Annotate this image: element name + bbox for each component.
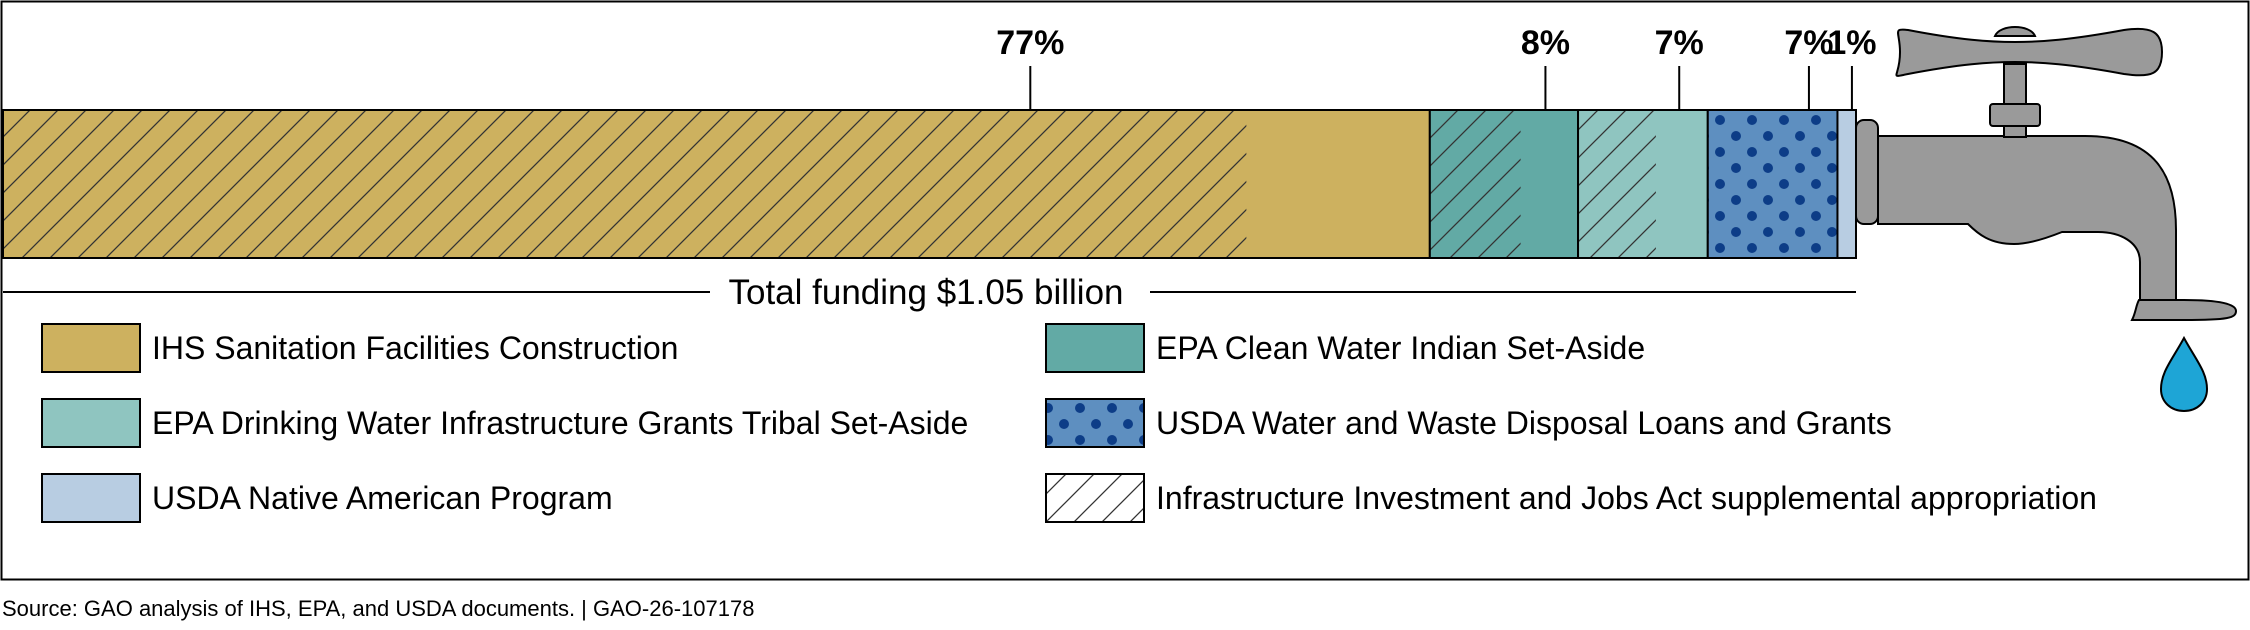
legend-label-ihs: IHS Sanitation Facilities Construction — [152, 330, 678, 366]
bar-fill-usda_nap — [1837, 110, 1856, 258]
legend-item-iija: Infrastructure Investment and Jobs Act s… — [1045, 473, 2097, 523]
percent-label-ihs: 77% — [996, 24, 1064, 62]
legend-item-epa_cwisa: EPA Clean Water Indian Set-Aside — [1045, 323, 1645, 373]
percent-label-epa_dwig: 7% — [1655, 24, 1704, 62]
legend-label-iija: Infrastructure Investment and Jobs Act s… — [1156, 480, 2097, 516]
legend-swatch-outline-usda_nap — [41, 473, 141, 523]
legend-item-ihs: IHS Sanitation Facilities Construction — [41, 323, 678, 373]
source-note: Source: GAO analysis of IHS, EPA, and US… — [2, 596, 755, 621]
legend-swatch-epa_cwisa — [1046, 324, 1144, 372]
legend-label-usda_nap: USDA Native American Program — [152, 480, 613, 516]
bar-segment-epa_dwig — [1577, 109, 1709, 259]
legend-item-usda_wwd: USDA Water and Waste Disposal Loans and … — [1045, 398, 1892, 448]
legend-swatch-ihs — [42, 324, 140, 372]
legend-swatch-usda_nap — [42, 474, 140, 522]
total-funding-label: Total funding $1.05 billion — [728, 273, 1123, 312]
legend-item-usda_nap: USDA Native American Program — [41, 473, 613, 523]
legend: IHS Sanitation Facilities Construction EP… — [41, 323, 2097, 523]
percent-label-epa_cwisa: 8% — [1521, 24, 1570, 62]
bar-dots-usda_wwd — [1707, 110, 1838, 258]
legend-swatch-hatch — [1046, 474, 1144, 522]
bar-iija-hatch-ihs — [3, 110, 1247, 258]
faucet-icon — [1855, 26, 2238, 321]
bar-segment-epa_cwisa — [1428, 109, 1580, 259]
legend-swatch-outline-epa_dwig — [41, 398, 141, 448]
legend-swatch-outline-usda_wwd — [1045, 398, 1145, 448]
water-drop-icon — [2159, 335, 2209, 413]
legend-swatch-outline-iija — [1045, 473, 1145, 523]
bar-segment-ihs — [2, 109, 1431, 259]
legend-swatch-epa_dwig — [42, 399, 140, 447]
legend-swatch-outline-epa_cwisa — [1045, 323, 1145, 373]
percent-label-usda_nap: 1% — [1827, 24, 1876, 62]
bar-segment-usda_nap — [1836, 109, 1857, 259]
bar-iija-hatch-epa_dwig — [1578, 110, 1656, 258]
bar-segment-usda_wwd — [1706, 109, 1839, 259]
legend-label-epa_cwisa: EPA Clean Water Indian Set-Aside — [1156, 330, 1645, 366]
legend-label-epa_dwig: EPA Drinking Water Infrastructure Grants… — [152, 405, 968, 441]
legend-item-epa_dwig: EPA Drinking Water Infrastructure Grants… — [41, 398, 968, 448]
stacked-bar — [2, 109, 1857, 259]
legend-label-usda_wwd: USDA Water and Waste Disposal Loans and … — [1156, 405, 1892, 441]
percent-label-usda_wwd: 7% — [1784, 24, 1833, 62]
percent-labels: 77% 8% 7% 7%1% — [996, 24, 1876, 110]
legend-swatch-dots — [1046, 399, 1144, 447]
bar-iija-hatch-epa_cwisa — [1429, 110, 1521, 258]
legend-swatch-outline-ihs — [41, 323, 141, 373]
chart-frame — [0, 0, 2250, 581]
